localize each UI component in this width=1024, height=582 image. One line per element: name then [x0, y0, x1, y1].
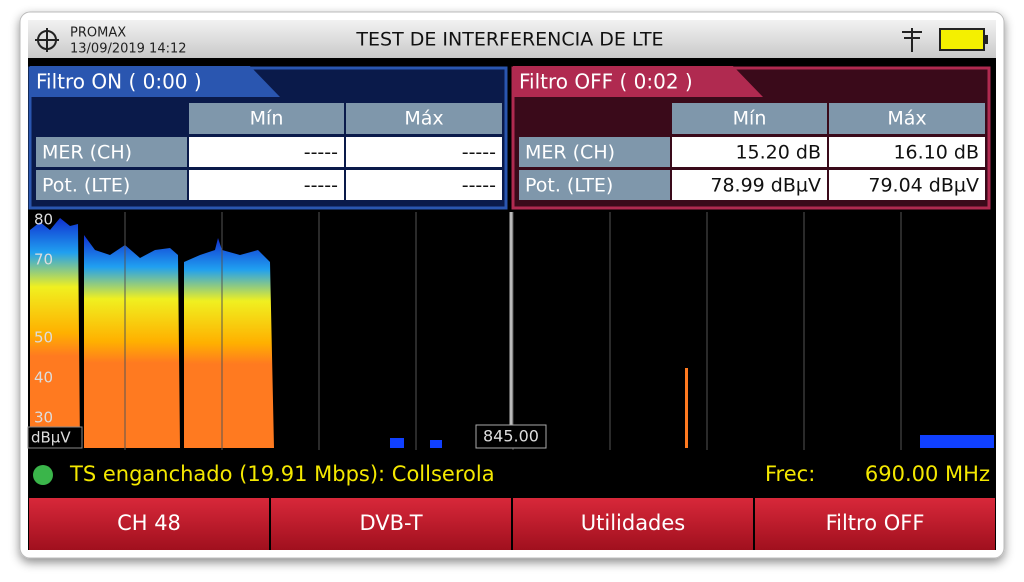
spectrum-trace [184, 238, 274, 448]
y-axis-label: 80 [34, 211, 53, 229]
column-header-bg [189, 103, 344, 134]
panel-title: Filtro ON ( 0:00 ) [36, 70, 202, 94]
column-header-bg [829, 103, 985, 134]
cell-bg [346, 137, 502, 167]
antenna-icon [902, 28, 922, 52]
battery-icon [939, 28, 985, 51]
cell-value: ----- [304, 175, 338, 197]
cell-bg [346, 170, 502, 200]
y-axis-label: 70 [34, 251, 53, 269]
marker-value: 845.00 [483, 427, 539, 446]
cell-value: ----- [462, 142, 496, 164]
cell-value: ----- [462, 175, 496, 197]
cell-value: 15.20 dB [735, 142, 821, 164]
cell-bg [672, 170, 827, 200]
row-label-bg [36, 170, 187, 200]
unit-box [27, 426, 83, 449]
softkey-label[interactable]: DVB-T [359, 511, 422, 535]
row-label: Pot. (LTE) [525, 175, 613, 197]
cell-value: 78.99 dBµV [710, 175, 821, 197]
cell-value: ----- [304, 142, 338, 164]
panel-title: Filtro OFF ( 0:02 ) [519, 70, 693, 94]
cell-bg [829, 137, 985, 167]
softkey-label[interactable]: Utilidades [581, 511, 686, 535]
row-label-bg [519, 170, 670, 200]
row-label-bg [36, 137, 187, 167]
softkey-label[interactable]: CH 48 [117, 511, 181, 535]
y-axis-label: 50 [34, 329, 53, 347]
column-header: Mín [250, 108, 284, 130]
y-axis-unit: dBµV [31, 429, 71, 447]
y-axis-label: 30 [34, 409, 53, 427]
spectrum-trace [30, 218, 80, 448]
noise-floor [390, 435, 994, 448]
battery-tip [984, 35, 988, 44]
y-axis-label: 40 [34, 369, 53, 387]
crosshair-icon [35, 28, 59, 52]
row-label-bg [519, 137, 670, 167]
softkey[interactable] [755, 498, 995, 550]
softkey-label[interactable]: Filtro OFF [826, 511, 925, 535]
spectrum-spike [685, 368, 688, 448]
cell-value: 16.10 dB [893, 142, 979, 164]
row-label: MER (CH) [525, 142, 615, 164]
cell-bg [189, 137, 344, 167]
column-header: Mín [733, 108, 767, 130]
row-label: Pot. (LTE) [42, 175, 130, 197]
screen-title: TEST DE INTERFERENCIA DE LTE [355, 29, 663, 51]
cell-bg [829, 170, 985, 200]
datetime: 13/09/2019 14:12 [70, 42, 187, 57]
spectrum: 80 70 50 40 30 dBµV 845.00 [27, 211, 996, 450]
softkey[interactable] [513, 498, 753, 550]
cell-value: 79.04 dBµV [868, 175, 979, 197]
spectrum-trace [84, 235, 180, 448]
freq-value: 690.00 MHz [865, 462, 990, 486]
brand: PROMAX [70, 26, 126, 41]
column-header-bg [346, 103, 502, 134]
panel-tab [30, 66, 280, 97]
softkey[interactable] [271, 498, 511, 550]
cell-bg [672, 137, 827, 167]
column-header: Máx [404, 108, 443, 130]
column-header: Máx [887, 108, 926, 130]
header-bar [28, 20, 996, 58]
freq-label: Frec: [765, 462, 815, 486]
column-header-bg [672, 103, 827, 134]
softkey[interactable] [29, 498, 269, 550]
panel-tab [513, 66, 763, 97]
marker-box [475, 424, 547, 449]
status-text: TS enganchado (19.91 Mbps): Collserola [69, 462, 495, 486]
cell-bg [189, 170, 344, 200]
ok-icon [33, 465, 53, 485]
row-label: MER (CH) [42, 142, 132, 164]
